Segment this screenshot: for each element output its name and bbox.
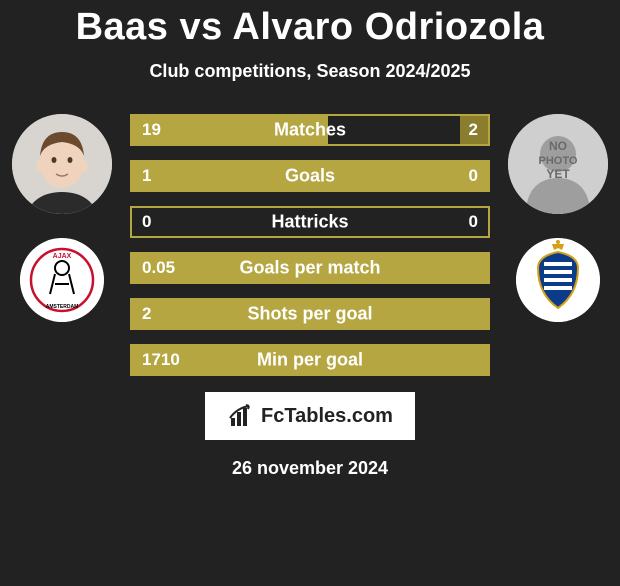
- stat-label: Goals: [285, 166, 335, 187]
- svg-text:YET: YET: [546, 167, 570, 181]
- stat-row: Hattricks 0 0: [130, 206, 490, 238]
- stat-value-left: 0: [142, 212, 151, 232]
- stat-row: Matches 19 2: [130, 114, 490, 146]
- stat-value-left: 19: [142, 120, 161, 140]
- svg-text:AMSTERDAM: AMSTERDAM: [46, 304, 79, 310]
- stat-value-right: 2: [469, 120, 478, 140]
- page-title: Baas vs Alvaro Odriozola: [10, 6, 610, 49]
- brand-logo-icon: [227, 402, 255, 430]
- club-right-logo: [516, 238, 600, 322]
- stat-value-left: 1: [142, 166, 151, 186]
- stat-value-left: 0.05: [142, 258, 175, 278]
- stat-label: Matches: [274, 120, 346, 141]
- brand-text: FcTables.com: [261, 405, 393, 428]
- ajax-logo-icon: AJAX AMSTERDAM: [20, 238, 104, 322]
- stat-label: Hattricks: [271, 212, 348, 233]
- person-photo-icon: [12, 114, 112, 214]
- comparison-main: AJAX AMSTERDAM Matches192Goals10Hattrick…: [10, 114, 610, 376]
- stat-label: Goals per match: [239, 258, 380, 279]
- subtitle: Club competitions, Season 2024/2025: [10, 61, 610, 82]
- stat-value-left: 2: [142, 304, 151, 324]
- stat-label: Shots per goal: [247, 304, 372, 325]
- stat-value-right: 0: [469, 166, 478, 186]
- player-left-avatar: [12, 114, 112, 214]
- date-text: 26 november 2024: [10, 458, 610, 479]
- no-photo-icon: NO PHOTO YET: [508, 114, 608, 214]
- stat-row: Shots per goal 2: [130, 298, 490, 330]
- left-side: AJAX AMSTERDAM: [12, 114, 112, 322]
- stat-value-left: 1710: [142, 350, 180, 370]
- club-left-logo: AJAX AMSTERDAM: [20, 238, 104, 322]
- svg-text:AJAX: AJAX: [53, 253, 72, 260]
- stat-label: Min per goal: [257, 350, 363, 371]
- player-right-avatar: NO PHOTO YET: [508, 114, 608, 214]
- brand-box: FcTables.com: [205, 392, 415, 440]
- stat-row: Goals 1 0: [130, 160, 490, 192]
- real-sociedad-logo-icon: [516, 238, 600, 322]
- svg-text:NO: NO: [549, 139, 567, 153]
- svg-text:PHOTO: PHOTO: [539, 155, 578, 167]
- stat-row: Min per goal 1710: [130, 344, 490, 376]
- right-side: NO PHOTO YET: [508, 114, 608, 322]
- stat-row: Goals per match 0.05: [130, 252, 490, 284]
- stats-column: Matches 19 2 Goals 1 0 Hattricks 0 0 Goals per ma…: [130, 114, 490, 376]
- stat-value-right: 0: [469, 212, 478, 232]
